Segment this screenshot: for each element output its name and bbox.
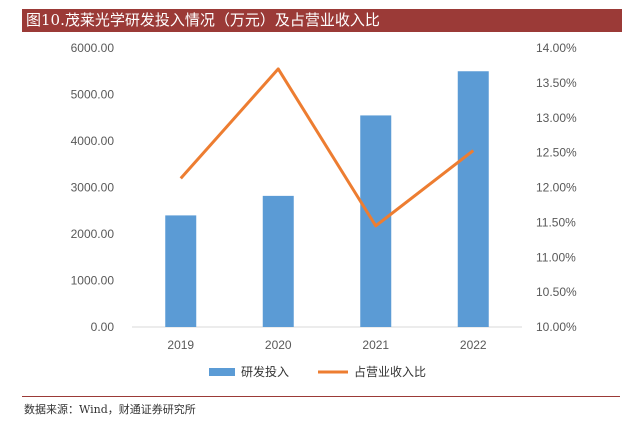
source-note: 数据来源：Wind，财通证券研究所 [24,403,196,416]
y-left-tick-label: 2000.00 [71,227,115,241]
y-right-tick-label: 12.50% [536,146,577,160]
series-line [179,67,475,228]
legend-swatch-bar [209,368,235,376]
y-left-tick-label: 5000.00 [71,88,115,102]
chart-title: 图10.茂莱光学研发投入情况（万元）及占营业收入比 [22,9,622,32]
y-left-tick-label: 0.00 [91,320,115,334]
y-right-tick-label: 14.00% [536,41,577,55]
bar-series [165,71,489,327]
x-tick-label: 2019 [167,338,194,352]
y-right-tick-label: 13.00% [536,111,577,125]
y-left-tick-label: 3000.00 [71,181,115,195]
legend: 研发投入 占营业收入比 [209,364,426,379]
y-left-tick-label: 1000.00 [71,274,115,288]
bar [262,195,294,327]
y-left-tick-label: 4000.00 [71,134,115,148]
legend-label-line: 占营业收入比 [354,364,426,379]
source-divider [22,396,620,397]
y-right-tick-label: 10.00% [536,320,577,334]
y-right-tick-label: 13.50% [536,76,577,90]
x-tick-label: 2020 [265,338,292,352]
bar [165,215,197,327]
y-right-tick-label: 11.50% [536,215,576,229]
y-left-tick-label: 6000.00 [71,41,115,55]
x-tick-label: 2022 [460,338,487,352]
tick-labels: 0.00 1000.00 2000.00 3000.00 4000.00 5000.00 6… [71,41,577,352]
y-right-tick-label: 12.00% [536,181,577,195]
legend-label-bar: 研发投入 [241,364,289,379]
x-tick-label: 2021 [362,338,389,352]
combo-chart: 0.00 1000.00 2000.00 3000.00 4000.00 5000.00 6… [71,41,577,379]
y-right-tick-label: 10.50% [536,285,577,299]
line-series [179,67,475,228]
bar [360,115,392,327]
bar [457,71,489,327]
y-right-tick-label: 11.00% [536,250,576,264]
